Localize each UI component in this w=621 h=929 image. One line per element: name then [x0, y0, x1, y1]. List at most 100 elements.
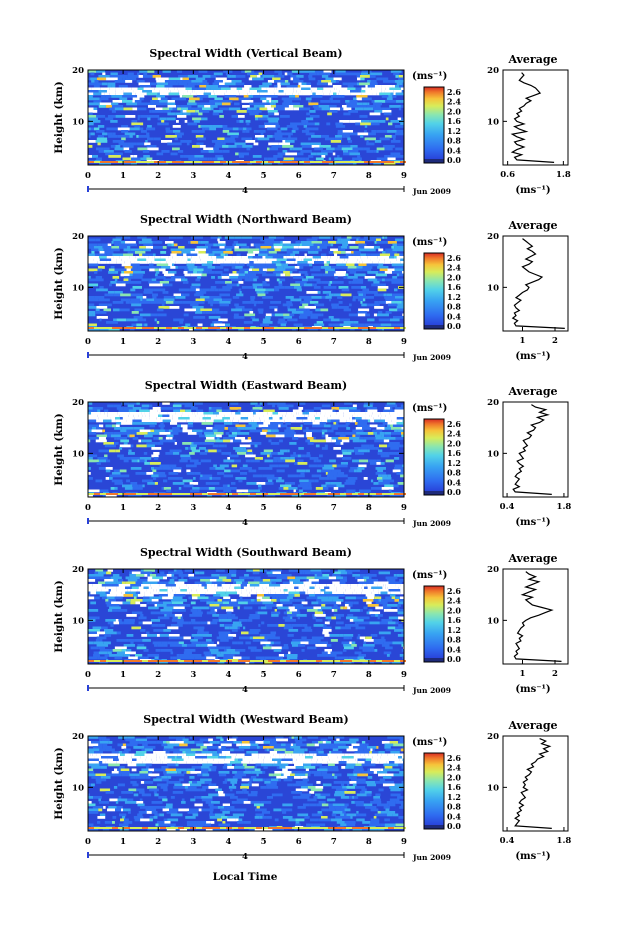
heatmap-cell	[187, 432, 197, 435]
heatmap-cell	[253, 286, 258, 289]
heatmap-cell	[160, 327, 166, 329]
heatmap-cell	[242, 145, 253, 148]
heatmap-cell	[172, 596, 183, 600]
heatmap-cell	[390, 318, 400, 322]
heatmap-cell	[90, 132, 95, 136]
heatmap-cell	[197, 276, 201, 279]
heatmap-cell	[99, 162, 112, 166]
heatmap-cell	[389, 87, 401, 91]
heatmap-cell	[360, 122, 371, 126]
heatmap-cell	[111, 258, 117, 262]
heatmap-cell	[352, 147, 364, 151]
heatmap-cell	[317, 464, 324, 468]
heatmap-cell	[88, 424, 99, 428]
heatmap-cell	[117, 609, 128, 612]
heatmap-cell	[184, 786, 189, 789]
heatmap-cell	[382, 493, 388, 495]
heatmap-cell	[394, 761, 401, 764]
heatmap-cell	[120, 753, 125, 757]
heatmap-cell	[225, 748, 231, 752]
heatmap-cell	[295, 766, 304, 769]
heatmap-cell	[290, 77, 294, 81]
heatmap-cell	[236, 581, 243, 585]
heatmap-cell	[367, 256, 378, 259]
heatmap-cell	[121, 591, 126, 595]
heatmap-cell	[93, 127, 100, 131]
heatmap-cell	[348, 110, 359, 113]
heatmap-cell	[157, 97, 161, 101]
heatmap-cell	[219, 472, 225, 475]
profile-x-tick-label: 1	[520, 669, 526, 679]
heatmap-cell	[106, 596, 115, 600]
heatmap-cell	[274, 92, 286, 96]
heatmap-cell	[234, 766, 245, 769]
heatmap-cell	[401, 444, 404, 448]
heatmap-cell	[304, 253, 307, 257]
heatmap-cell	[135, 92, 144, 96]
y-tick-label: 20	[72, 398, 84, 408]
heatmap-cell	[88, 472, 91, 475]
heatmap-cell	[353, 97, 357, 101]
heatmap-cell	[184, 268, 189, 272]
heatmap-cell	[211, 407, 222, 410]
heatmap-cell	[373, 599, 379, 602]
heatmap-cell	[397, 634, 404, 637]
heatmap-cell	[124, 493, 130, 495]
heatmap-cell	[396, 574, 400, 577]
heatmap-cell	[98, 743, 103, 747]
heatmap-cell	[252, 569, 260, 572]
heatmap-cell	[349, 619, 354, 622]
heatmap-cell	[298, 407, 304, 410]
heatmap-cell	[160, 660, 166, 662]
heatmap-cell	[346, 761, 358, 764]
heatmap-cell	[175, 296, 186, 299]
heatmap-cell	[309, 412, 317, 415]
heatmap-cell	[177, 115, 187, 118]
heatmap-cell	[247, 162, 252, 166]
heatmap-cell	[172, 427, 180, 430]
heatmap-cell	[231, 629, 238, 632]
heatmap-cell	[148, 586, 152, 590]
heatmap-cell	[305, 606, 314, 610]
heatmap-cell	[106, 127, 118, 131]
heatmap-cell	[339, 419, 347, 423]
heatmap-cell	[393, 137, 396, 141]
heatmap-cell	[182, 77, 189, 81]
heatmap-cell	[274, 268, 286, 272]
heatmap-cell	[96, 434, 108, 438]
heatmap-cell	[145, 246, 154, 249]
heatmap-cell	[108, 589, 111, 592]
heatmap-cell	[345, 624, 348, 627]
heatmap-cell	[88, 303, 95, 307]
heatmap-cell	[311, 758, 318, 762]
heatmap-cell	[221, 599, 231, 602]
x-tick-label: 2	[155, 670, 161, 680]
heatmap-cell	[272, 77, 281, 81]
heatmap-cell	[360, 286, 367, 289]
heatmap-cell	[97, 261, 101, 264]
heatmap-cell	[198, 157, 208, 161]
heatmap-cell	[188, 157, 199, 161]
heatmap-cell	[331, 407, 340, 410]
heatmap-cell	[297, 152, 304, 156]
heatmap-cell	[293, 414, 305, 418]
heatmap-cell	[382, 479, 395, 483]
heatmap-cell	[349, 132, 358, 136]
heatmap-cell	[181, 414, 189, 418]
heatmap-cell	[114, 268, 127, 272]
heatmap-cell	[116, 407, 124, 410]
heatmap-cell	[206, 611, 217, 615]
heatmap-cell	[88, 90, 99, 93]
heatmap-cell	[262, 318, 271, 322]
heatmap-cell	[182, 110, 187, 113]
x-tick-label: 1	[120, 337, 126, 347]
heatmap-cell	[285, 261, 295, 264]
heatmap-cell	[247, 251, 254, 254]
heatmap-cell	[367, 102, 370, 106]
heatmap-cell	[310, 268, 321, 272]
heatmap-cell	[197, 130, 205, 133]
heatmap-cell	[298, 741, 303, 744]
heatmap-cell	[288, 427, 291, 430]
colorbar-tick-label: 0.8	[447, 635, 461, 645]
heatmap-cell	[341, 145, 351, 148]
